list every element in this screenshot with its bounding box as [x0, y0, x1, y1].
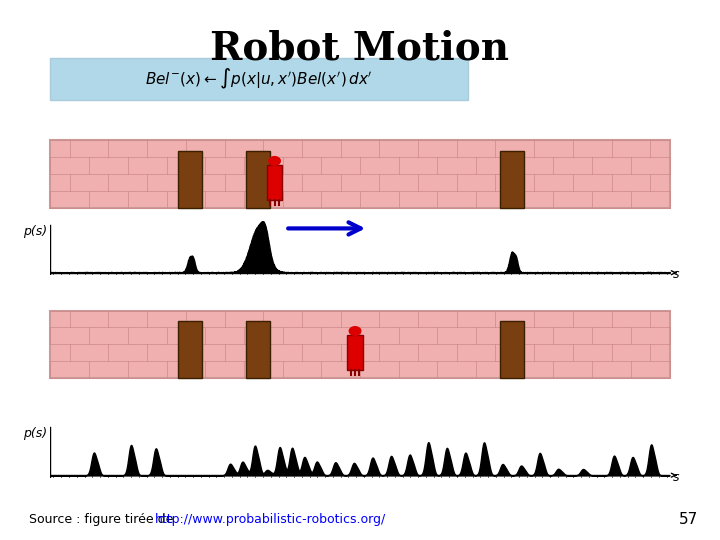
Text: s: s [672, 471, 679, 484]
Text: Source : figure tirée de: Source : figure tirée de [29, 514, 177, 526]
Bar [246, 321, 270, 378]
Circle shape [269, 157, 280, 165]
Bar [50, 140, 670, 208]
Text: p(s): p(s) [23, 428, 48, 441]
Text: 57: 57 [679, 511, 698, 526]
Bar [500, 321, 523, 378]
Text: s: s [672, 268, 679, 281]
Text: http://www.probabilistic-robotics.org/: http://www.probabilistic-robotics.org/ [155, 514, 386, 526]
Bar [347, 335, 363, 370]
Text: Robot Motion: Robot Motion [210, 30, 510, 68]
Bar [246, 151, 270, 208]
Circle shape [349, 327, 361, 335]
FancyBboxPatch shape [50, 58, 468, 100]
Bar [266, 165, 282, 200]
Bar [178, 321, 202, 378]
Text: $Bel^{-}(x) \leftarrow \int p(x|u,x^{\prime}) Bel(x^{\prime})\, dx^{\prime}$: $Bel^{-}(x) \leftarrow \int p(x|u,x^{\pr… [145, 67, 373, 91]
Bar [178, 151, 202, 208]
Text: p(s): p(s) [23, 225, 48, 238]
Bar [50, 310, 670, 378]
Bar [500, 151, 523, 208]
